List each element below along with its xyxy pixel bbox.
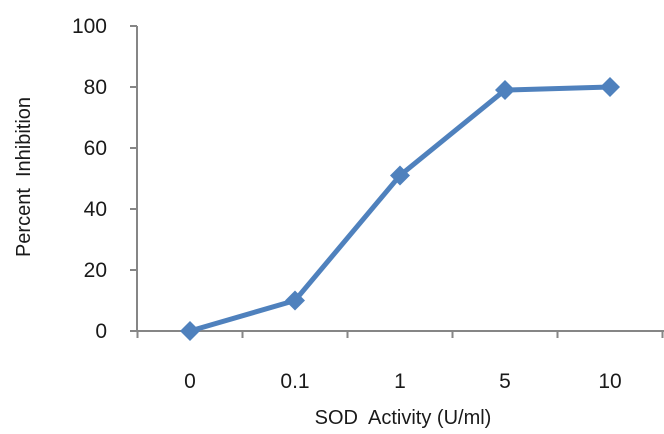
data-point-marker (180, 321, 200, 341)
series-layer (180, 77, 620, 341)
x-tick-label: 10 (598, 370, 621, 393)
x-tick-label: 0 (184, 370, 196, 393)
series-line (187, 84, 613, 334)
y-axis-label: Percent Inhibition (13, 97, 35, 257)
x-tick-label: 1 (394, 370, 406, 393)
x-tick-label: 0.1 (280, 370, 309, 393)
x-tick-group: 0 0.1 1 5 10 (136, 331, 664, 393)
x-tick-label: 5 (499, 370, 511, 393)
data-point-marker (495, 80, 515, 101)
data-point-marker (390, 165, 410, 186)
y-tick-label: 0 (95, 320, 107, 343)
y-tick-label: 60 (84, 137, 107, 160)
y-tick-label: 40 (84, 198, 107, 221)
y-tick-label: 100 (72, 15, 107, 38)
y-tick-label: 80 (84, 76, 107, 99)
data-point-marker (285, 290, 305, 311)
y-tick-label: 20 (84, 259, 107, 282)
x-axis-label: SOD Activity (U/ml) (315, 407, 492, 429)
y-tick-group: 0 20 40 60 80 100 (72, 15, 137, 343)
data-point-marker (600, 77, 620, 97)
